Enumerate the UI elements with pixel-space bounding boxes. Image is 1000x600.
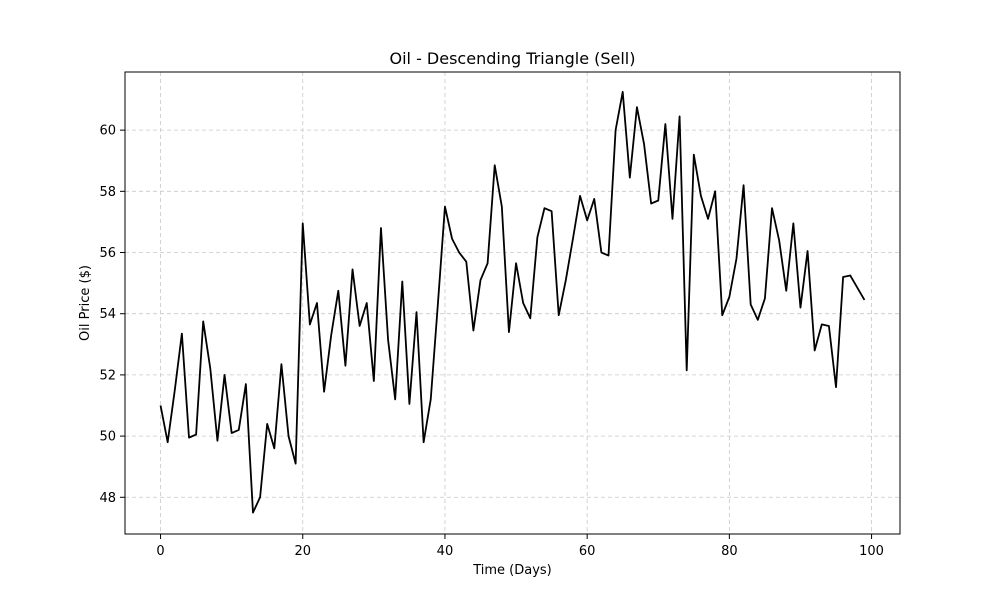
y-tick-label: 54 bbox=[99, 307, 116, 322]
axis-ticks: 0 20 40 60 80 100 48 50 52 54 56 58 60 bbox=[99, 124, 884, 559]
plot-frame bbox=[124, 71, 901, 535]
x-tick-label: 40 bbox=[437, 544, 454, 559]
x-axis-label: Time (Days) bbox=[472, 563, 552, 578]
price-series-line bbox=[159, 90, 866, 514]
y-tick-label: 56 bbox=[99, 246, 116, 261]
x-tick-label: 20 bbox=[294, 544, 311, 559]
y-tick-label: 52 bbox=[99, 368, 116, 383]
y-tick-label: 50 bbox=[99, 430, 116, 445]
x-tick-label: 100 bbox=[859, 544, 884, 559]
chart-title: Oil - Descending Triangle (Sell) bbox=[390, 49, 636, 68]
x-tick-label: 80 bbox=[721, 544, 738, 559]
x-tick-label: 60 bbox=[579, 544, 596, 559]
x-tick-label: 0 bbox=[156, 544, 164, 559]
y-tick-label: 58 bbox=[99, 185, 116, 200]
grid-lines bbox=[125, 72, 900, 534]
series-layer bbox=[159, 90, 866, 514]
y-tick-label: 60 bbox=[99, 124, 116, 139]
y-tick-label: 48 bbox=[99, 491, 116, 506]
y-axis-label: Oil Price ($) bbox=[78, 265, 93, 341]
